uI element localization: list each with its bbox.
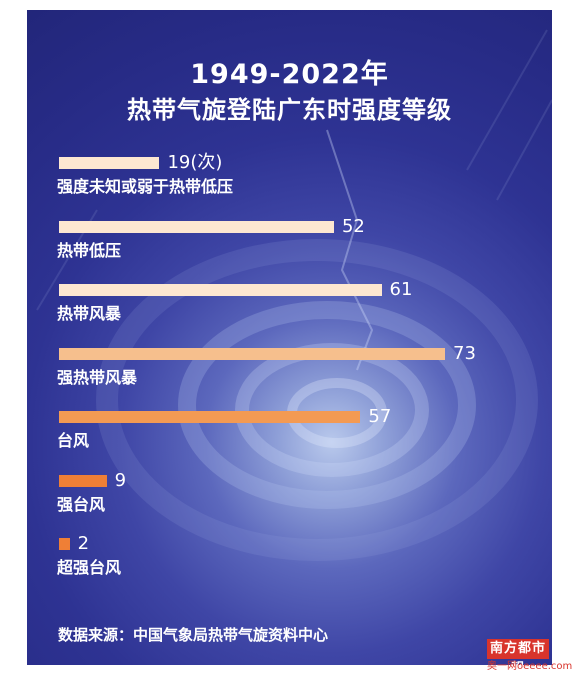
category-label-5: 强台风	[57, 494, 106, 514]
chart-title-years: 1949-2022年	[190, 59, 389, 90]
bar-0	[59, 157, 160, 169]
bar-value-label-2: 61	[389, 279, 413, 300]
category-label-3: 强热带风暴	[57, 367, 138, 387]
bar-value-label-0: 19(次)	[167, 152, 223, 173]
bar-1	[59, 220, 334, 233]
bar-value-label-3: 73	[453, 342, 476, 364]
bar-3	[59, 347, 445, 360]
bar-6	[59, 538, 70, 550]
bar-5	[59, 474, 107, 487]
chart-title: 热带气旋登陆广东时强度等级	[127, 96, 452, 124]
category-label-6: 超强台风	[57, 558, 122, 577]
watermark-site: 奥一网oeeee.com	[487, 661, 572, 672]
bar-value-label-4: 57	[368, 406, 392, 427]
newspaper-logo: 南方都市報	[487, 639, 549, 676]
bar-4	[59, 411, 361, 423]
category-label-0: 强度未知或弱于热带低压	[57, 177, 234, 196]
category-label-1: 热带低压	[57, 240, 122, 260]
bar-value-label-1: 52	[341, 215, 365, 237]
category-label-2: 热带风暴	[57, 304, 122, 323]
bar-2	[59, 284, 382, 296]
bar-value-label-5: 9	[114, 469, 127, 491]
watermark: 南方都市報 奥一网oeeee.com	[487, 639, 572, 676]
data-source-note: 数据来源：中国气象局热带气旋资料中心	[58, 626, 329, 644]
bar-value-label-6: 2	[77, 533, 90, 554]
chart-card: 1949-2022年 热带气旋登陆广东时强度等级 19(次) 强度未知或弱于热带低…	[27, 10, 552, 665]
category-label-4: 台风	[57, 431, 90, 450]
